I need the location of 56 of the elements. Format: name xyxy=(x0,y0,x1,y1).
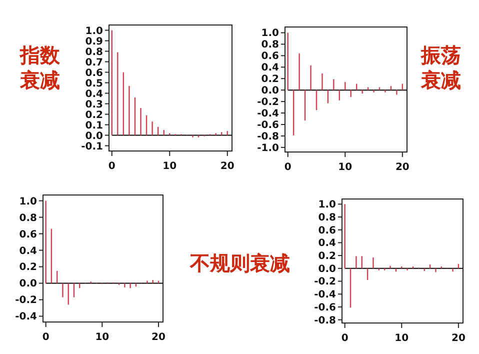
y-tick-label: 0.8 xyxy=(318,212,336,224)
x-tick-label: 0 xyxy=(284,162,292,173)
y-tick-label: 0.6 xyxy=(85,68,104,79)
y-tick-label: 0.0 xyxy=(318,264,336,275)
y-tick-label: 0.5 xyxy=(85,78,104,90)
y-tick-label: 1.0 xyxy=(318,200,336,211)
y-tick-label: 0.8 xyxy=(85,46,104,58)
y-tick-label: -0.8 xyxy=(257,131,280,142)
x-tick-label: 10 xyxy=(338,162,352,173)
x-tick-label: 20 xyxy=(395,162,410,173)
y-tick-label: 0.6 xyxy=(318,225,336,236)
y-tick-label: 0.1 xyxy=(85,120,104,132)
y-tick-label: 0.4 xyxy=(19,246,38,257)
y-tick-label: -0.6 xyxy=(257,120,280,131)
x-tick-label: 20 xyxy=(451,333,466,344)
y-tick-label: -0.1 xyxy=(81,141,104,152)
y-tick-label: -0.4 xyxy=(15,312,38,323)
y-tick-label: -0.2 xyxy=(314,276,336,288)
y-tick-label: -0.4 xyxy=(314,290,336,301)
y-tick-label: 0.2 xyxy=(318,251,336,262)
y-tick-label: -0.2 xyxy=(15,295,38,306)
y-tick-label: 0.4 xyxy=(85,88,104,100)
y-tick-label: 0.2 xyxy=(19,262,38,274)
y-tick-label: 0.6 xyxy=(261,51,280,62)
x-tick-label: 20 xyxy=(152,332,166,343)
y-tick-label: 0.6 xyxy=(19,229,38,240)
y-tick-label: -0.4 xyxy=(257,108,280,120)
x-tick-label: 20 xyxy=(220,161,234,172)
y-tick-label: 1.0 xyxy=(19,196,38,208)
y-tick-label: 0.4 xyxy=(318,238,336,250)
y-tick-label: 1.0 xyxy=(85,26,104,37)
y-tick-label: 0.2 xyxy=(85,110,104,121)
x-tick-label: 0 xyxy=(108,161,116,172)
text: 不规则衰减 xyxy=(189,251,290,275)
y-tick-label: 1.0 xyxy=(261,28,280,40)
x-tick-label: 0 xyxy=(42,332,50,343)
x-tick-label: 10 xyxy=(95,332,110,343)
y-tick-label: 0.7 xyxy=(85,57,104,68)
y-tick-label: -0.6 xyxy=(314,302,336,314)
y-tick-label: 0.9 xyxy=(85,36,104,48)
y-tick-label: -0.8 xyxy=(314,315,336,326)
x-tick-label: 0 xyxy=(341,333,348,344)
y-tick-label: 0.3 xyxy=(85,99,104,110)
x-tick-label: 10 xyxy=(394,333,409,344)
text: 指数衰减 xyxy=(19,43,61,92)
x-tick-label: 10 xyxy=(162,161,177,172)
y-tick-label: 0.0 xyxy=(85,130,104,142)
y-tick-label: -0.2 xyxy=(257,97,280,108)
y-tick-label: -1.0 xyxy=(257,142,280,154)
y-tick-label: 0.0 xyxy=(19,278,38,290)
text: 振荡衰减 xyxy=(420,43,461,92)
y-tick-label: 0.8 xyxy=(19,212,38,224)
y-tick-label: 0.2 xyxy=(261,74,280,86)
y-tick-label: 0.0 xyxy=(261,86,280,97)
y-tick-label: 0.8 xyxy=(261,40,280,51)
y-tick-label: 0.4 xyxy=(261,62,280,74)
